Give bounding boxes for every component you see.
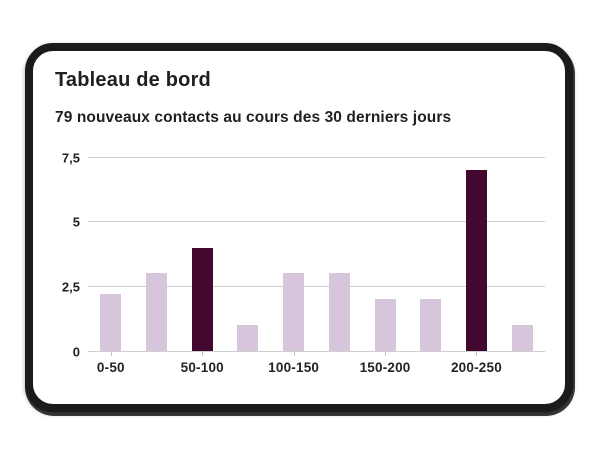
x-tick-label-150-200: 150-200: [359, 360, 411, 375]
y-tick-label-0: 0: [72, 344, 80, 359]
bar-4: [283, 273, 305, 351]
bar-slot-2: [179, 157, 225, 351]
gridline-5: [88, 221, 545, 223]
x-axis: 0-50 50-100 100-150 150-200 200-250: [88, 351, 545, 385]
x-tickmark-200-250: [476, 351, 478, 356]
x-tick-label-100-150: 100-150: [268, 360, 320, 375]
bar-slot-1: [134, 157, 180, 351]
gridline-0: [88, 350, 545, 352]
bar-slot-5: [317, 157, 363, 351]
dashboard-card: Tableau de bord 79 nouveaux contacts au …: [25, 43, 573, 412]
bar-slot-3: [225, 157, 271, 351]
bar-slot-7: [408, 157, 454, 351]
y-axis: 0 2,5 5 7,5: [55, 151, 88, 358]
bar-8: [465, 169, 487, 351]
bar-0: [100, 294, 122, 351]
contacts-summary-text: 79 nouveaux contacts au cours des 30 der…: [55, 109, 452, 126]
bar-slot-8: [454, 157, 500, 351]
x-tick-label-0-50: 0-50: [96, 360, 125, 375]
bar-slot-9: [499, 157, 545, 351]
y-tick-label-7,5: 7,5: [61, 150, 80, 165]
plot-area: [88, 156, 545, 352]
x-tickmark-150-200: [385, 351, 387, 356]
contacts-bar-chart: 0 2,5 5 7,5 0-50 50-100 100-150 150-200 200-250: [55, 151, 545, 385]
gridline-7,5: [88, 156, 545, 158]
plot-row: 0 2,5 5 7,5: [55, 151, 545, 358]
bars-container: [88, 157, 545, 351]
card-title: Tableau de bord: [55, 69, 211, 91]
x-tickmark-50-100: [202, 351, 204, 356]
bar-slot-4: [271, 157, 317, 351]
bar-7: [420, 299, 442, 351]
x-tickmark-100-150: [293, 351, 295, 356]
bar-1: [146, 273, 168, 351]
bar-slot-0: [88, 157, 134, 351]
bar-9: [511, 325, 533, 351]
y-tick-label-5: 5: [72, 214, 80, 230]
x-tick-label-50-100: 50-100: [180, 360, 224, 375]
bar-2: [191, 247, 213, 351]
bar-6: [374, 299, 396, 351]
y-tick-label-2,5: 2,5: [61, 279, 80, 295]
x-tickmark-0-50: [110, 351, 112, 356]
bar-3: [237, 325, 259, 351]
bar-slot-6: [362, 157, 408, 351]
x-tick-label-200-250: 200-250: [450, 360, 502, 375]
bar-5: [328, 273, 350, 351]
gridline-2,5: [88, 285, 545, 287]
